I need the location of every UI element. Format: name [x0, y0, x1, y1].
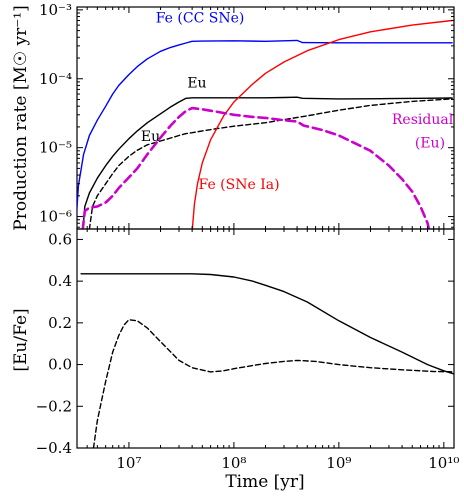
x-tick-label: 10¹⁰	[428, 454, 459, 472]
x-tick-label: 10⁸	[221, 454, 246, 472]
y-tick-label: 10⁻³	[39, 1, 72, 19]
bottom-x-ticks: 10⁷ 10⁸ 10⁹ 10¹⁰	[86, 229, 459, 472]
top-series-line-1	[77, 39, 453, 219]
y-tick-label: 0.4	[48, 272, 72, 290]
eu-fe-panel: −0.4 −0.2 0.0 0.2 0.4 0.6 10⁷ 10⁸ 10⁹ 10¹⁰ [Eu/F…	[11, 228, 459, 492]
x-axis-label: Time [yr]	[225, 472, 304, 492]
x-tick-label: 10⁷	[116, 454, 141, 472]
bottom-y-ticks: −0.4 −0.2 0.0 0.2 0.4 0.6	[36, 230, 454, 457]
top-series-line-3	[88, 98, 453, 229]
top-series-line-5	[81, 106, 431, 229]
annotation-label-1: Fe (CC SNe)	[156, 11, 245, 27]
y-tick-label: 10⁻⁴	[39, 70, 72, 88]
bottom-plot-frame	[76, 228, 455, 449]
y-tick-label: 0.6	[48, 230, 72, 248]
y-tick-label: −0.2	[36, 397, 72, 415]
bottom-y-axis-label: [Eu/Fe]	[11, 308, 31, 371]
annotation-label-4: Fe (SNe Ia)	[199, 177, 280, 193]
x-tick-label: 10⁹	[326, 454, 351, 472]
top-series-line-4	[191, 19, 453, 229]
top-series-group	[77, 19, 453, 229]
bottom-series-line-2	[92, 319, 454, 448]
production-rate-panel: 10⁻⁶ 10⁻⁵ 10⁻⁴ 10⁻³ Fe (CC SNe) Eu Eu Fe (SNe …	[11, 1, 455, 231]
top-y-axis-label: Production rate [M☉ yr⁻¹]	[11, 5, 31, 230]
annotation-label-5: Residual	[392, 112, 454, 128]
bottom-series-group	[80, 273, 454, 448]
annotation-label-6: (Eu)	[415, 136, 445, 152]
y-tick-label: 0.2	[48, 314, 72, 332]
annotation-label-3: Eu	[141, 129, 160, 145]
y-tick-label: 10⁻⁵	[39, 139, 72, 157]
top-annotations: Fe (CC SNe) Eu Eu Fe (SNe Ia) Residual (Eu)	[141, 11, 454, 193]
y-tick-label: 0.0	[48, 356, 72, 374]
y-tick-label: 10⁻⁶	[39, 208, 72, 226]
y-tick-label: −0.4	[36, 439, 72, 457]
top-y-ticks: 10⁻⁶ 10⁻⁵ 10⁻⁴ 10⁻³	[39, 1, 454, 228]
top-series-line-2	[82, 96, 453, 229]
bottom-series-line-1	[80, 273, 454, 375]
annotation-label-2: Eu	[187, 75, 206, 91]
